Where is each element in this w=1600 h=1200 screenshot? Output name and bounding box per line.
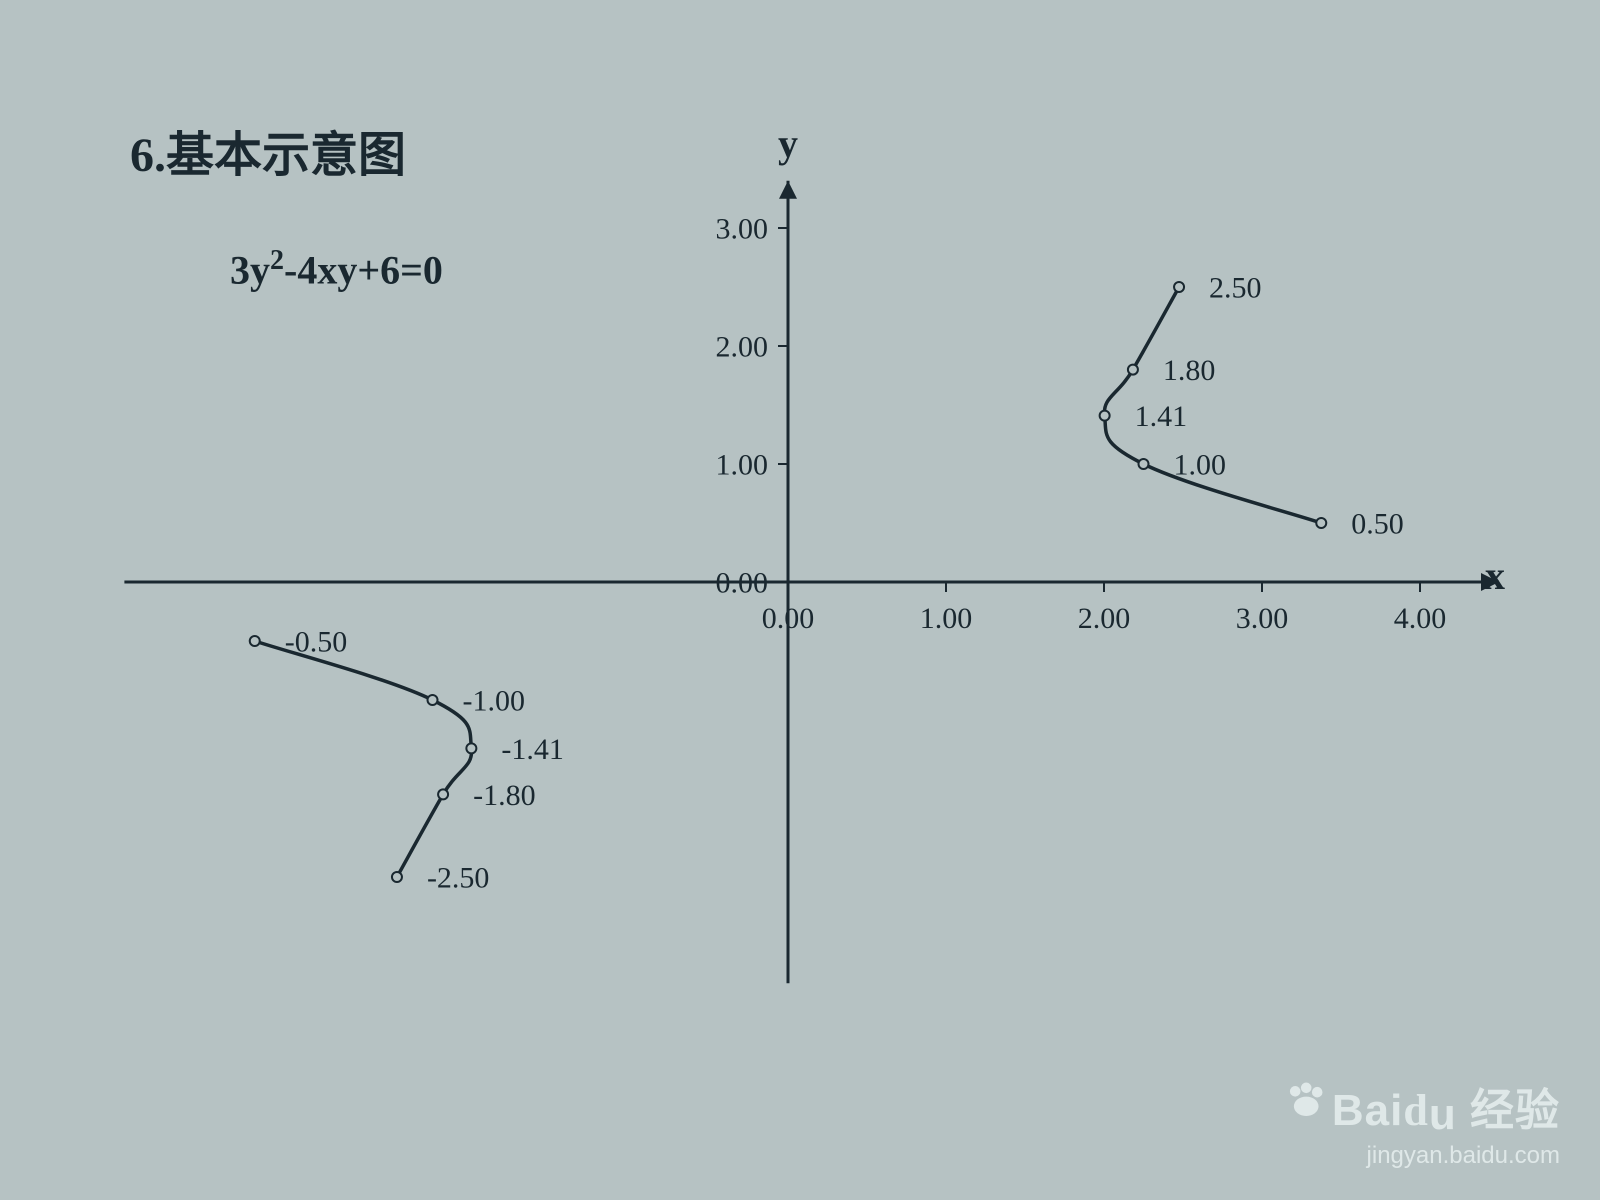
svg-text:3.00: 3.00: [716, 213, 769, 246]
page: 6.基本示意图 3y2-4xy+6=0 y x 0.001.002.003.00…: [0, 0, 1600, 1200]
svg-text:1.00: 1.00: [920, 602, 973, 635]
watermark-text1: Baidu 经验: [1332, 1074, 1560, 1138]
svg-text:2.00: 2.00: [1078, 602, 1131, 635]
svg-text:-1.80: -1.80: [473, 779, 536, 812]
svg-text:-2.50: -2.50: [427, 862, 490, 895]
svg-text:4.00: 4.00: [1394, 602, 1447, 635]
svg-text:-1.41: -1.41: [501, 733, 564, 766]
watermark: Baidu 经验 jingyan.baidu.com: [1282, 1074, 1560, 1170]
svg-text:3.00: 3.00: [1236, 602, 1289, 635]
svg-text:1.80: 1.80: [1163, 354, 1216, 387]
paw-icon: [1282, 1079, 1326, 1123]
chart-svg: 0.00 1.00 2.00 3.00 4.00 0.00 1.00 2.00 3.00 0.50…: [0, 0, 1600, 1200]
svg-text:-0.50: -0.50: [285, 626, 348, 659]
svg-text:2.50: 2.50: [1209, 272, 1262, 305]
svg-text:1.00: 1.00: [716, 449, 769, 482]
watermark-line2: jingyan.baidu.com: [1282, 1142, 1560, 1170]
svg-text:2.00: 2.00: [716, 331, 769, 364]
svg-text:0.50: 0.50: [1351, 508, 1404, 541]
watermark-line1: Baidu 经验: [1282, 1074, 1560, 1138]
svg-text:-1.00: -1.00: [463, 685, 526, 718]
svg-text:0.00: 0.00: [762, 602, 815, 635]
svg-text:0.00: 0.00: [716, 567, 769, 600]
svg-text:1.00: 1.00: [1174, 449, 1227, 482]
svg-text:1.41: 1.41: [1135, 400, 1188, 433]
